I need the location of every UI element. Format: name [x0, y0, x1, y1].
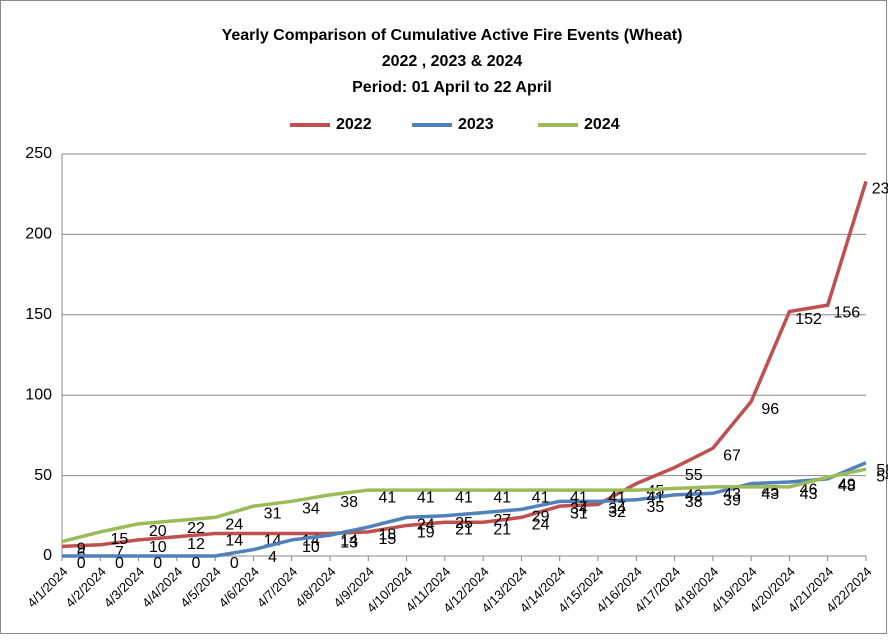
- chart-subtitle: Period: 01 April to 22 April: [352, 79, 552, 96]
- chart-title: Yearly Comparison of Cumulative Active F…: [222, 27, 683, 44]
- data-label: 41: [417, 489, 435, 506]
- data-label: 7: [115, 544, 124, 561]
- data-label: 55: [685, 467, 703, 484]
- data-label: 0: [115, 555, 124, 572]
- data-label: 43: [800, 486, 818, 503]
- data-label: 20: [149, 523, 167, 540]
- data-label: 32: [608, 504, 626, 521]
- data-label: 43: [723, 486, 741, 503]
- y-tick-label: 200: [25, 226, 52, 243]
- y-tick-label: 250: [25, 145, 52, 162]
- data-label: 49: [838, 476, 856, 493]
- data-label: 42: [685, 488, 703, 505]
- data-label: 34: [302, 501, 320, 518]
- data-label: 22: [187, 520, 205, 537]
- data-label: 24: [225, 517, 243, 534]
- data-label: 13: [340, 534, 358, 551]
- data-label: 0: [153, 555, 162, 572]
- data-label: 233: [872, 181, 888, 198]
- data-label: 34: [570, 501, 588, 518]
- data-label: 12: [187, 536, 205, 553]
- data-label: 39: [723, 493, 741, 510]
- data-label: 31: [570, 505, 588, 522]
- data-label: 9: [77, 541, 86, 558]
- data-label: 48: [838, 478, 856, 495]
- data-label: 21: [493, 521, 511, 538]
- data-label: 58: [876, 462, 888, 479]
- data-label: 43: [761, 486, 779, 503]
- legend-label: 2023: [458, 116, 494, 133]
- data-label: 38: [340, 494, 358, 511]
- data-label: 31: [264, 505, 282, 522]
- data-label: 14: [225, 533, 243, 550]
- data-label: 21: [455, 521, 473, 538]
- y-tick-label: 50: [34, 467, 52, 484]
- data-label: 10: [302, 539, 320, 556]
- data-label: 19: [417, 525, 435, 542]
- legend-label: 2024: [584, 116, 620, 133]
- data-label: 27: [493, 512, 511, 529]
- y-tick-label: 0: [43, 547, 52, 564]
- y-tick-label: 150: [25, 306, 52, 323]
- data-label: 0: [230, 555, 239, 572]
- series-line: [61, 180, 868, 549]
- data-label: 6: [77, 546, 86, 563]
- data-label: 4: [268, 549, 277, 566]
- series-line: [61, 467, 867, 544]
- data-label: 96: [761, 401, 779, 418]
- data-label: 15: [379, 531, 397, 548]
- y-tick-label: 100: [25, 386, 52, 403]
- data-label: 25: [455, 515, 473, 532]
- data-label: 156: [834, 304, 861, 321]
- data-label: 29: [532, 509, 550, 526]
- data-label: 46: [800, 481, 818, 498]
- data-label: 41: [379, 489, 397, 506]
- data-label: 34: [608, 501, 626, 518]
- data-label: 0: [192, 555, 201, 572]
- data-label: 54: [876, 468, 888, 485]
- data-label: 35: [647, 499, 665, 516]
- chart-subtitle: 2022 , 2023 & 2024: [382, 53, 523, 70]
- data-label: 0: [77, 555, 86, 572]
- data-label: 152: [795, 311, 822, 328]
- data-label: 18: [379, 526, 397, 543]
- data-label: 24: [532, 517, 550, 534]
- data-label: 67: [723, 447, 741, 464]
- data-label: 10: [149, 539, 167, 556]
- data-label: 24: [417, 517, 435, 534]
- legend-label: 2022: [336, 116, 372, 133]
- data-label: 41: [493, 489, 511, 506]
- data-label: 14: [340, 533, 358, 550]
- data-label: 41: [608, 489, 626, 506]
- data-label: 41: [570, 489, 588, 506]
- data-label: 41: [455, 489, 473, 506]
- data-label: 41: [647, 489, 665, 506]
- data-label: 38: [685, 494, 703, 511]
- data-label: 41: [532, 489, 550, 506]
- data-label: 15: [111, 531, 129, 548]
